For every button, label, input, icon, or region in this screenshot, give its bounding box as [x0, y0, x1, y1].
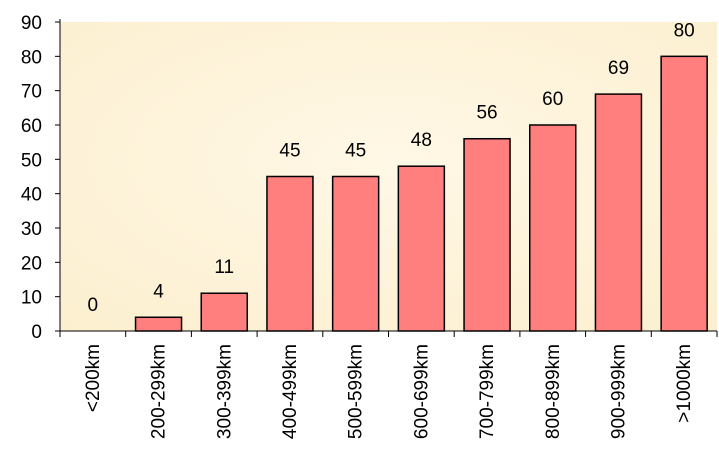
- data-label: 48: [411, 130, 432, 151]
- bar: [397, 165, 446, 332]
- data-label: 80: [674, 20, 695, 41]
- data-label: 11: [214, 257, 234, 278]
- bar: [660, 55, 708, 332]
- y-tick-label: 30: [21, 219, 42, 240]
- x-tick-label: 700-799km: [477, 344, 498, 439]
- data-label: 69: [608, 58, 629, 79]
- x-tick-label: 800-899km: [543, 344, 564, 439]
- bar: [594, 93, 643, 332]
- bar-series: [134, 55, 708, 332]
- x-tick-label: <200km: [83, 344, 104, 412]
- x-tick-label: >1000km: [674, 344, 695, 423]
- y-axis: 0 10 20 30 40 50 60 70 80 90: [21, 13, 61, 343]
- data-label: 45: [345, 141, 366, 162]
- x-tick-label: 900-999km: [608, 344, 629, 439]
- data-labels: 0 4 11 45 45 48 56 60 69 80: [88, 20, 695, 316]
- x-tick-label: 200-299km: [149, 344, 170, 439]
- x-tick-label: 400-499km: [280, 344, 301, 439]
- y-tick-label: 70: [21, 82, 42, 103]
- data-label: 0: [88, 295, 99, 316]
- y-tick-label: 80: [21, 47, 42, 68]
- bar: [134, 316, 183, 332]
- data-label: 45: [279, 141, 300, 162]
- data-label: 56: [476, 103, 497, 124]
- y-tick-label: 0: [31, 322, 42, 343]
- x-tick-label: 600-699km: [411, 344, 432, 439]
- x-tick-label: 500-599km: [346, 344, 367, 439]
- y-tick-label: 20: [21, 253, 42, 274]
- y-tick-label: 50: [21, 150, 42, 171]
- bar: [200, 292, 248, 332]
- data-label: 60: [542, 89, 563, 110]
- bar: [463, 137, 511, 332]
- x-axis: <200km 200-299km 300-399km 400-499km 500-599…: [55, 330, 718, 439]
- y-tick-label: 90: [21, 13, 42, 34]
- y-tick-label: 60: [21, 116, 42, 137]
- y-tick-label: 40: [21, 185, 42, 206]
- bar: [529, 124, 577, 332]
- bar: [266, 175, 314, 332]
- x-tick-label: 300-399km: [214, 344, 235, 439]
- bar: [331, 175, 380, 332]
- data-label: 4: [153, 281, 164, 302]
- y-tick-label: 10: [21, 288, 42, 309]
